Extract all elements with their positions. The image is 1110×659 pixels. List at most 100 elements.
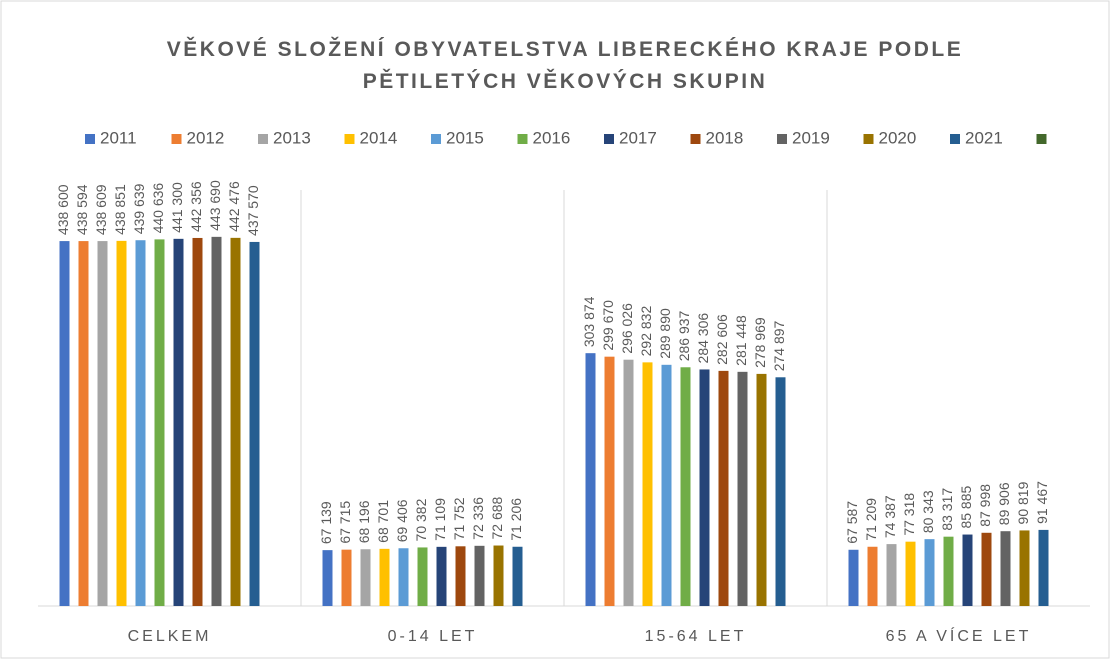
bar: [737, 371, 748, 606]
legend-swatch: [690, 134, 701, 144]
data-label: 437 570: [245, 185, 261, 236]
legend-swatch: [777, 134, 787, 144]
bar: [718, 370, 729, 606]
bar: [341, 549, 352, 606]
legend-swatch: [517, 134, 528, 144]
bar: [417, 547, 428, 606]
legend-label: 2011: [100, 128, 137, 147]
chart-title: PĚTILETÝCH VĚKOVÝCH SKUPIN: [363, 69, 768, 93]
bar: [59, 241, 70, 607]
legend-label: 2014: [360, 128, 398, 147]
data-label: 281 448: [733, 315, 749, 366]
legend-swatch: [950, 134, 960, 144]
data-label: 292 832: [638, 306, 654, 357]
bar: [360, 549, 371, 606]
bar: [322, 550, 333, 606]
data-label: 438 600: [55, 184, 71, 235]
bar: [886, 544, 897, 606]
bar: [981, 532, 992, 606]
bar: [398, 548, 409, 606]
data-label: 274 897: [771, 320, 787, 371]
data-label: 71 209: [863, 498, 879, 541]
legend-label: 2020: [879, 128, 917, 147]
bar: [493, 545, 504, 606]
data-label: 68 701: [375, 500, 391, 543]
data-label: 67 587: [844, 501, 860, 544]
data-label: 80 343: [920, 490, 936, 533]
data-label: 439 639: [131, 183, 147, 234]
bar: [680, 367, 691, 606]
data-label: 282 606: [714, 314, 730, 365]
data-label: 71 109: [432, 498, 448, 541]
data-label: 296 026: [619, 303, 635, 354]
data-label: 71 206: [508, 498, 524, 541]
data-label: 89 906: [996, 482, 1012, 525]
bar: [474, 545, 485, 606]
bar: [924, 539, 935, 606]
data-label: 438 594: [74, 184, 90, 235]
x-tick-label: 15-64 LET: [645, 628, 747, 645]
data-label: 438 609: [93, 184, 109, 235]
bar: [642, 362, 653, 606]
data-label: 71 752: [451, 497, 467, 540]
data-label: 299 670: [600, 300, 616, 351]
data-label: 83 317: [939, 488, 955, 531]
bar: [455, 546, 466, 606]
data-label: 68 196: [356, 500, 372, 543]
data-label: 72 688: [489, 496, 505, 539]
bar: [512, 546, 523, 606]
bar: [211, 236, 222, 606]
bar: [604, 356, 615, 606]
legend-label: 2019: [792, 128, 830, 147]
bar: [78, 241, 89, 607]
data-label: 438 851: [112, 184, 128, 235]
bar: [848, 549, 859, 606]
bar: [249, 241, 260, 606]
x-tick-label: 65 A VÍCE LET: [886, 626, 1032, 645]
legend-label: 2013: [273, 128, 311, 147]
data-label: 69 406: [394, 499, 410, 542]
bar: [661, 364, 672, 606]
bar: [867, 546, 878, 606]
legend-swatch: [863, 134, 874, 144]
data-label: 443 690: [207, 180, 223, 231]
bar: [192, 237, 203, 606]
bar: [943, 536, 954, 606]
bar: [173, 238, 184, 607]
data-label: 90 819: [1015, 481, 1031, 524]
data-label: 85 885: [958, 486, 974, 529]
legend-label: 2021: [965, 128, 1003, 147]
bar: [699, 369, 710, 606]
legend-swatch: [85, 134, 95, 144]
bar: [1000, 531, 1011, 606]
bar: [962, 534, 973, 606]
chart-title: VĚKOVÉ SLOŽENÍ OBYVATELSTVA LIBERECKÉHO …: [167, 37, 963, 61]
legend-swatch: [1036, 134, 1047, 144]
bar: [97, 241, 108, 606]
bar: [585, 353, 596, 606]
legend-swatch: [431, 134, 441, 144]
legend-label: 2017: [619, 128, 657, 147]
bar: [623, 359, 634, 606]
legend-swatch: [171, 134, 182, 144]
bar: [135, 240, 146, 607]
x-tick-label: 0-14 LET: [388, 628, 478, 645]
legend-label: 2018: [706, 128, 744, 147]
bar: [1038, 529, 1049, 606]
data-label: 72 336: [470, 497, 486, 540]
legend-label: 2015: [446, 128, 484, 147]
bar: [154, 239, 165, 606]
data-label: 278 969: [752, 317, 768, 368]
bar: [1019, 530, 1030, 606]
data-label: 67 715: [337, 501, 353, 544]
data-label: 440 636: [150, 183, 166, 234]
legend-swatch: [604, 134, 614, 144]
legend-swatch: [344, 134, 355, 144]
data-label: 442 476: [226, 181, 242, 232]
bar: [756, 373, 767, 606]
bar: [775, 377, 786, 606]
data-label: 87 998: [977, 484, 993, 527]
legend-swatch: [258, 134, 268, 144]
legend-label: 2016: [533, 128, 571, 147]
